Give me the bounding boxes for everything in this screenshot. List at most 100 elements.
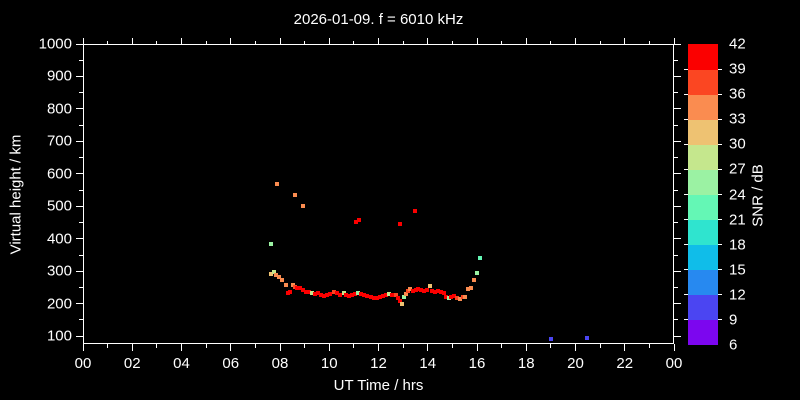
colorbar-swatch [688, 94, 718, 120]
y-major-tick-right [674, 108, 681, 110]
data-point [383, 293, 388, 298]
data-point [362, 293, 367, 298]
x-major-tick [624, 344, 626, 351]
data-point [395, 296, 400, 301]
colorbar-tick-right [718, 68, 722, 70]
data-point [475, 271, 479, 276]
colorbar-tick-left [684, 168, 688, 170]
colorbar-tick-right [718, 244, 722, 246]
colorbar-tick-label: 39 [729, 60, 746, 78]
y-major-tick-right [674, 270, 681, 272]
data-point [549, 337, 554, 342]
data-point [331, 290, 336, 295]
data-point [399, 302, 404, 307]
colorbar-tick-label: 36 [729, 85, 746, 103]
data-point [353, 292, 358, 296]
plot-area [83, 44, 674, 344]
data-point [458, 297, 462, 302]
colorbar-tick-left [684, 294, 688, 296]
y-major-tick-right [674, 205, 681, 207]
data-point [300, 204, 305, 208]
x-minor-tick-top [254, 41, 256, 44]
y-major-tick [76, 108, 83, 110]
x-minor-tick-top [156, 41, 158, 44]
colorbar-swatch [688, 194, 718, 221]
x-major-tick-top [328, 38, 330, 44]
x-major-tick-top [673, 38, 675, 44]
colorbar-swatch [688, 294, 718, 321]
colorbar-tick-left [684, 269, 688, 271]
colorbar-label: SNR / dB [749, 164, 767, 227]
data-point [343, 293, 348, 298]
colorbar-tick-label: 12 [729, 286, 746, 304]
colorbar-tick-label: 30 [729, 135, 746, 153]
data-point [448, 295, 453, 300]
x-major-tick-top [131, 38, 133, 44]
colorbar-tick-right [718, 319, 722, 321]
x-minor-tick [451, 344, 453, 348]
x-major-tick [279, 344, 281, 351]
data-point [584, 336, 589, 341]
y-major-tick [76, 140, 83, 142]
x-major-tick [525, 344, 527, 351]
y-major-tick-right [674, 140, 681, 142]
y-major-tick [76, 173, 83, 175]
colorbar-tick-right [718, 269, 722, 271]
y-major-tick-right [674, 75, 681, 77]
x-major-tick [476, 344, 478, 351]
colorbar-tick-label: 15 [729, 261, 746, 279]
data-point [350, 293, 355, 298]
x-axis-label: UT Time / hrs [333, 377, 424, 394]
colorbar-tick-left [684, 68, 688, 70]
y-minor-tick-right [674, 222, 678, 224]
colorbar-swatch [688, 219, 718, 246]
y-tick-label: 600 [46, 165, 72, 183]
colorbar-tick-left [684, 319, 688, 321]
x-major-tick-top [82, 38, 84, 44]
colorbar-tick-label: 42 [729, 35, 746, 53]
x-minor-tick-top [107, 41, 109, 44]
y-minor-tick [79, 254, 83, 256]
colorbar-tick-left [684, 93, 688, 95]
x-minor-tick-top [451, 41, 453, 44]
y-axis-label: Virtual height / km [7, 134, 25, 255]
x-minor-tick [107, 344, 109, 348]
colorbar-tick-left [684, 118, 688, 120]
data-point [309, 291, 314, 296]
colorbar-tick-left [684, 244, 688, 246]
y-minor-tick-right [674, 157, 678, 159]
data-point [442, 291, 446, 296]
y-major-tick [76, 303, 83, 305]
y-major-tick [76, 335, 83, 337]
data-point [322, 294, 327, 299]
y-tick-label: 100 [46, 327, 72, 345]
y-major-tick [76, 43, 83, 45]
x-minor-tick [648, 344, 650, 348]
data-point [418, 288, 423, 293]
data-point [422, 289, 427, 294]
data-point [477, 256, 482, 261]
data-point [372, 296, 377, 301]
data-point [294, 286, 299, 291]
x-major-tick [673, 344, 675, 351]
colorbar-tick-label: 9 [729, 311, 738, 329]
chart-title: 2026-01-09. f = 6010 kHz [293, 11, 464, 28]
data-point [454, 296, 459, 301]
x-major-tick [82, 344, 84, 351]
data-point [271, 270, 276, 275]
x-minor-tick [304, 344, 306, 348]
data-point [268, 272, 273, 277]
x-major-tick [427, 344, 429, 351]
data-point [375, 296, 380, 301]
colorbar-swatch [688, 244, 718, 271]
x-minor-tick [254, 344, 256, 348]
colorbar-tick-label: 27 [729, 160, 746, 178]
colorbar-tick-right [718, 143, 722, 145]
y-minor-tick-right [674, 124, 678, 126]
data-point [369, 295, 374, 300]
y-major-tick-right [674, 335, 681, 337]
x-tick-label: 22 [616, 355, 634, 372]
x-minor-tick-top [501, 41, 503, 44]
colorbar-swatch [688, 144, 718, 170]
